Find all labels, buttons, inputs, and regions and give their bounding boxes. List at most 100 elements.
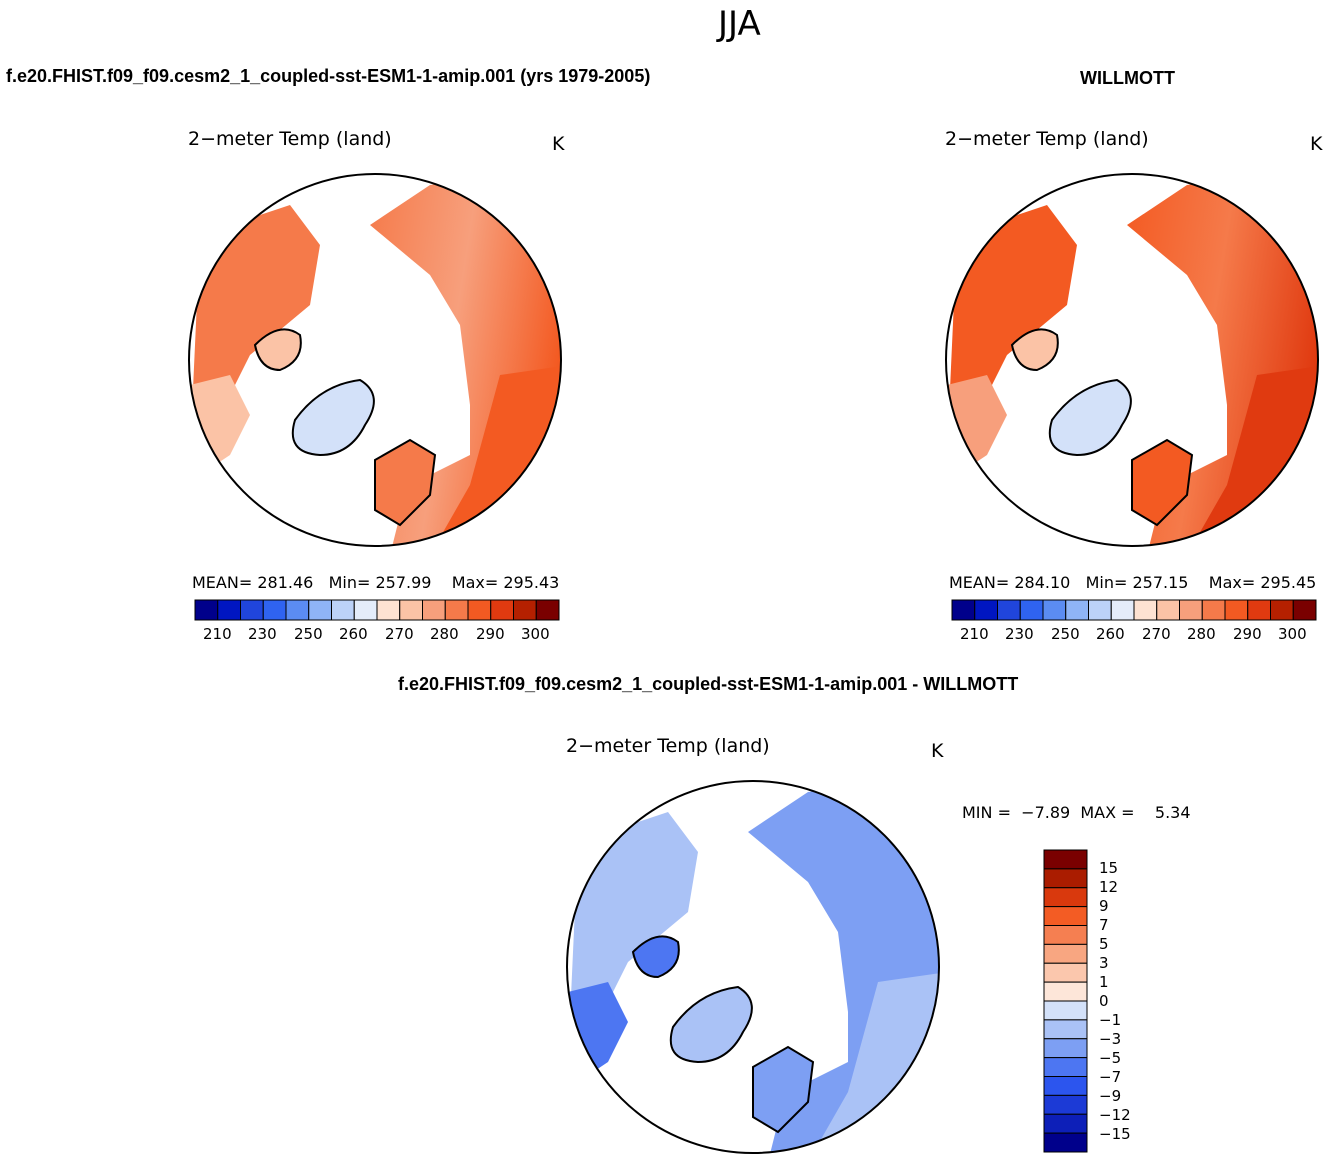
panel-2-max-label: Max= xyxy=(1208,573,1256,592)
panel-2-colorbar xyxy=(951,599,1317,621)
panel-3-max-label: MAX = xyxy=(1080,803,1135,822)
panel-3-tick-2: 9 xyxy=(1099,897,1109,915)
panel-1-colorbar-bin-13 xyxy=(490,599,514,621)
panel-2-tick-7: 300 xyxy=(1278,625,1307,643)
panel-2-tick-6: 290 xyxy=(1233,625,1262,643)
panel-2-colorbar-bin-15 xyxy=(1292,599,1317,621)
panel-1-tick-5: 280 xyxy=(430,625,459,643)
panel-3-tick-3: 7 xyxy=(1099,916,1109,934)
panel-3-colorbar-bin-8 xyxy=(1043,1000,1088,1021)
panel-3-tick-12: −9 xyxy=(1099,1087,1122,1105)
panel-1-mean-label: MEAN= xyxy=(192,573,253,592)
panel-3-tick-9: −3 xyxy=(1099,1030,1122,1048)
panel-1-colorbar-bin-5 xyxy=(308,599,332,621)
panel-3-colorbar-bin-2 xyxy=(1043,887,1088,908)
panel-3-greenland xyxy=(669,985,753,1064)
panel-2-tick-5: 280 xyxy=(1187,625,1216,643)
panel-1-colorbar-bin-2 xyxy=(240,599,264,621)
panel-3-scandinavia xyxy=(752,1045,815,1134)
panel-1-map xyxy=(188,173,562,547)
panel-2-max-value: 295.45 xyxy=(1260,573,1317,592)
panel-3-tick-6: 1 xyxy=(1099,973,1109,991)
panel-1-tick-0: 210 xyxy=(203,625,232,643)
panel-2-scandinavia xyxy=(1131,438,1194,527)
panel-1-colorbar-bin-11 xyxy=(444,599,469,621)
panel-2-colorbar-bin-11 xyxy=(1201,599,1226,621)
panel-3-tick-7: 0 xyxy=(1099,992,1109,1010)
panel-3-tick-14: −15 xyxy=(1099,1125,1131,1143)
panel-3-tick-10: −5 xyxy=(1099,1049,1122,1067)
panel-3-tick-0: 15 xyxy=(1099,859,1119,877)
panel-2-tick-2: 250 xyxy=(1051,625,1080,643)
panel-1-colorbar-bin-1 xyxy=(217,599,241,621)
panel-3-colorbar-bin-11 xyxy=(1043,1057,1088,1077)
panel-2-colorbar-bin-2 xyxy=(997,599,1021,621)
panel-2-subtitle: 2−meter Temp (land) xyxy=(945,128,1149,150)
panel-3-colorbar-bin-12 xyxy=(1043,1076,1088,1096)
panel-2-greenland xyxy=(1048,378,1132,457)
panel-3-units: K xyxy=(931,740,944,762)
panel-3-colorbar-bin-0 xyxy=(1043,849,1088,870)
panel-1-units: K xyxy=(552,133,565,155)
panel-2-colorbar-bin-8 xyxy=(1133,599,1158,621)
panel-1-tick-1: 230 xyxy=(248,625,277,643)
panel-3-subtitle: 2−meter Temp (land) xyxy=(566,735,770,757)
panel-2-tick-3: 260 xyxy=(1096,625,1125,643)
panel-1-map-border xyxy=(188,173,562,547)
panel-1-tick-4: 270 xyxy=(385,625,414,643)
panel-3-tick-11: −7 xyxy=(1099,1068,1122,1086)
panel-1-tick-3: 260 xyxy=(339,625,368,643)
panel-2-colorbar-bin-6 xyxy=(1088,599,1112,621)
panel-3-tick-1: 12 xyxy=(1099,878,1119,896)
panel-3-colorbar xyxy=(1043,849,1088,1153)
panel-1-colorbar-bin-14 xyxy=(513,599,537,621)
panel-3-tick-5: 3 xyxy=(1099,954,1109,972)
panel-3-arctic-islands xyxy=(631,935,680,979)
panel-3-colorbar-bin-5 xyxy=(1043,943,1088,964)
panel-1-colorbar-bin-3 xyxy=(262,599,287,621)
panel-1-colorbar-bin-4 xyxy=(285,599,310,621)
panel-3-colorbar-bin-3 xyxy=(1043,906,1088,926)
panel-2-min-label: Min= xyxy=(1085,573,1128,592)
panel-1-mean-value: 281.46 xyxy=(257,573,314,592)
panel-1-scandinavia xyxy=(374,438,437,527)
panel-2-arctic-islands xyxy=(1010,328,1059,372)
panel-1-colorbar-bin-15 xyxy=(535,599,560,621)
panel-3-tick-4: 5 xyxy=(1099,935,1109,953)
panel-3-colorbar-bin-9 xyxy=(1043,1019,1088,1040)
panel-2-min-value: 257.15 xyxy=(1132,573,1189,592)
panel-2-colorbar-bin-4 xyxy=(1042,599,1067,621)
panel-2-heading: WILLMOTT xyxy=(1080,68,1175,88)
panel-1-tick-6: 290 xyxy=(476,625,505,643)
panel-2-colorbar-bin-5 xyxy=(1065,599,1089,621)
panel-2-units: K xyxy=(1310,133,1323,155)
panel-1-colorbar-bin-7 xyxy=(353,599,378,621)
panel-3-colorbar-bin-6 xyxy=(1043,962,1088,983)
panel-3-min-label: MIN = xyxy=(962,803,1011,822)
panel-2-colorbar-bin-3 xyxy=(1019,599,1044,621)
panel-1-min-value: 257.99 xyxy=(375,573,432,592)
panel-2-colorbar-bin-0 xyxy=(951,599,976,621)
panel-3-tick-8: −1 xyxy=(1099,1011,1122,1029)
panel-1-subtitle: 2−meter Temp (land) xyxy=(188,128,392,150)
panel-1-colorbar xyxy=(194,599,560,621)
panel-3-stats: MIN = −7.89 MAX = 5.34 xyxy=(962,803,1191,822)
panel-3-max-value: 5.34 xyxy=(1154,803,1191,822)
panel-1-max-label: Max= xyxy=(451,573,499,592)
panel-1-colorbar-bin-12 xyxy=(467,599,492,621)
panel-1-arctic-islands xyxy=(253,328,302,372)
panel-2-tick-4: 270 xyxy=(1142,625,1171,643)
panel-1-colorbar-bin-9 xyxy=(399,599,423,621)
panel-1-min-label: Min= xyxy=(328,573,371,592)
panel-3-heading: f.e20.FHIST.f09_f09.cesm2_1_coupled-sst-… xyxy=(398,674,1019,694)
panel-2-colorbar-bin-9 xyxy=(1156,599,1180,621)
panel-3-tick-13: −12 xyxy=(1099,1106,1131,1124)
panel-2-colorbar-bin-1 xyxy=(974,599,998,621)
panel-3-colorbar-bin-4 xyxy=(1043,925,1088,945)
panel-2-colorbar-bin-7 xyxy=(1110,599,1135,621)
panel-2-mean-value: 284.10 xyxy=(1014,573,1071,592)
panel-3-colorbar-bin-14 xyxy=(1043,1113,1088,1134)
panel-3-map xyxy=(566,780,940,1154)
panel-3-colorbar-bin-15 xyxy=(1043,1132,1088,1153)
panel-1-tick-7: 300 xyxy=(521,625,550,643)
